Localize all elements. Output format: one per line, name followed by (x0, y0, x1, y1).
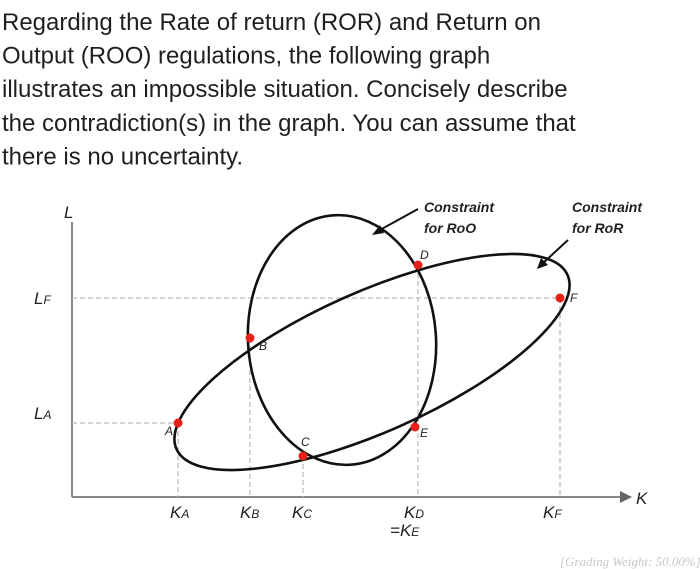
label-base: L (34, 404, 43, 423)
point-label: E (420, 426, 429, 440)
question-line: Output (ROO) regulations, the following … (2, 43, 490, 70)
point-label: D (420, 248, 429, 262)
label-base: K (543, 503, 555, 522)
question-line: the contradiction(s) in the graph. You c… (2, 110, 576, 137)
points (173, 260, 565, 461)
roo-arrow (377, 208, 419, 232)
x-label: =KE (390, 521, 420, 540)
y-label: LA (34, 404, 51, 423)
y-label: LF (34, 289, 51, 308)
x-label: KB (240, 503, 259, 522)
label-sub: D (415, 507, 424, 521)
label-sub: B (251, 507, 259, 521)
label-sub: F (554, 507, 562, 521)
point-label: C (301, 435, 310, 449)
ror-arrow (541, 239, 569, 265)
y-axis-label: L (64, 203, 73, 222)
roo-label: Constraint (424, 199, 495, 215)
label-sub: C (303, 507, 312, 521)
ror-label: for RoR (572, 220, 624, 236)
ror-arrow-head (537, 258, 548, 269)
point-dot (245, 333, 255, 343)
label-base: K (170, 503, 182, 522)
x-label: KD (404, 503, 424, 522)
point-label: F (570, 291, 578, 305)
point-dot (173, 418, 183, 428)
point-dot (410, 422, 420, 432)
question: Regarding the Rate of return (ROR) and R… (2, 9, 576, 170)
x-axis-label: K (636, 489, 648, 508)
question-line: there is no uncertainty. (2, 143, 243, 170)
x-axis-arrow (620, 491, 632, 503)
roo-constraint-curve (246, 213, 438, 467)
label-base: K (292, 503, 304, 522)
label-base: K (400, 521, 412, 540)
point-label: A (164, 424, 173, 438)
label-base: K (404, 503, 416, 522)
x-label: KF (543, 503, 562, 522)
point-dot (298, 451, 308, 461)
point-label: B (259, 339, 267, 353)
x-label: KA (170, 503, 189, 522)
roo-arrow-head (372, 225, 384, 235)
guides (72, 265, 561, 497)
roo-label: for RoO (424, 220, 476, 236)
label-sub: E (411, 525, 420, 539)
label-sub: A (42, 408, 51, 422)
label-sub: F (43, 293, 51, 307)
question-line: Regarding the Rate of return (ROR) and R… (2, 9, 541, 36)
ror-label: Constraint (572, 199, 643, 215)
label-base: K (240, 503, 252, 522)
ror-constraint-curve (173, 252, 571, 472)
question-line: illustrates an impossible situation. Con… (2, 76, 568, 103)
label-prefix: = (390, 521, 400, 540)
label-sub: A (180, 507, 189, 521)
point-dot (555, 293, 565, 303)
label-base: L (34, 289, 43, 308)
point-dot (413, 260, 423, 270)
x-label: KC (292, 503, 312, 522)
footer: [Grading Weight: 50.00%] (560, 554, 700, 569)
